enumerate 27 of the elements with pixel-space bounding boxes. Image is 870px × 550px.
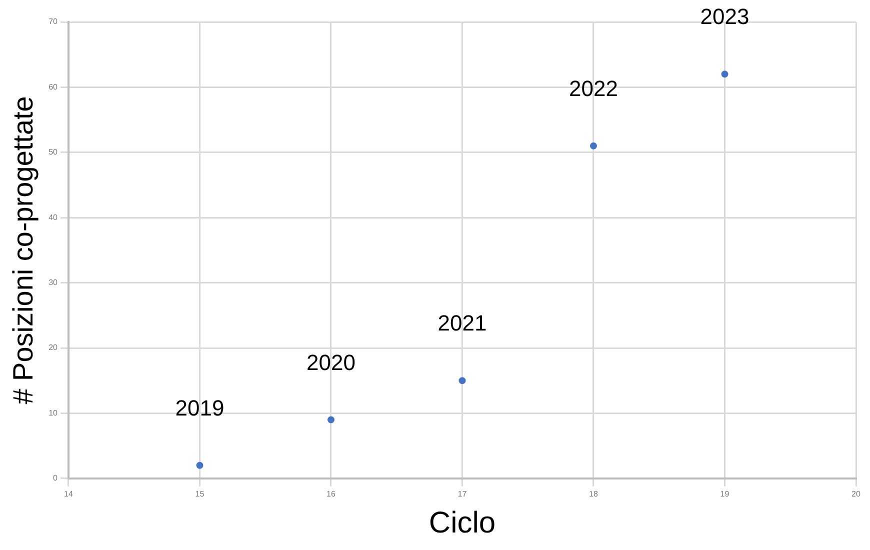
point bbox=[196, 462, 204, 469]
y-tick-label: 60 bbox=[48, 82, 58, 92]
y-tick-label: 70 bbox=[48, 17, 58, 26]
y-tick-label: 50 bbox=[48, 148, 58, 157]
x-tick-label: 14 bbox=[64, 489, 74, 498]
annotation: 2021 bbox=[438, 310, 487, 336]
y-tick-label: 40 bbox=[48, 212, 58, 222]
y-tick-label: 20 bbox=[48, 343, 58, 352]
x-axis-title: Ciclo bbox=[428, 506, 496, 540]
x-tick-label: 17 bbox=[458, 489, 468, 498]
y-tick-label: 0 bbox=[53, 474, 58, 483]
y-tick-label: 30 bbox=[48, 278, 58, 288]
annotation: 2023 bbox=[700, 4, 750, 30]
point bbox=[721, 70, 728, 78]
y-axis-title: # Posizioni co-progettate bbox=[8, 96, 39, 404]
point bbox=[328, 416, 334, 424]
annotation: 2022 bbox=[569, 76, 618, 101]
y-tick-label: 10 bbox=[48, 408, 58, 418]
x-tick-label: 16 bbox=[326, 489, 336, 498]
point bbox=[458, 377, 466, 384]
x-tick-label: 19 bbox=[720, 489, 730, 498]
x-tick-label: 18 bbox=[589, 489, 598, 498]
x-tick-label: 15 bbox=[195, 489, 205, 498]
x-tick-label: 20 bbox=[852, 489, 861, 498]
annotation: 2019 bbox=[175, 395, 224, 420]
annotation: 2020 bbox=[306, 350, 356, 375]
point bbox=[590, 142, 597, 150]
